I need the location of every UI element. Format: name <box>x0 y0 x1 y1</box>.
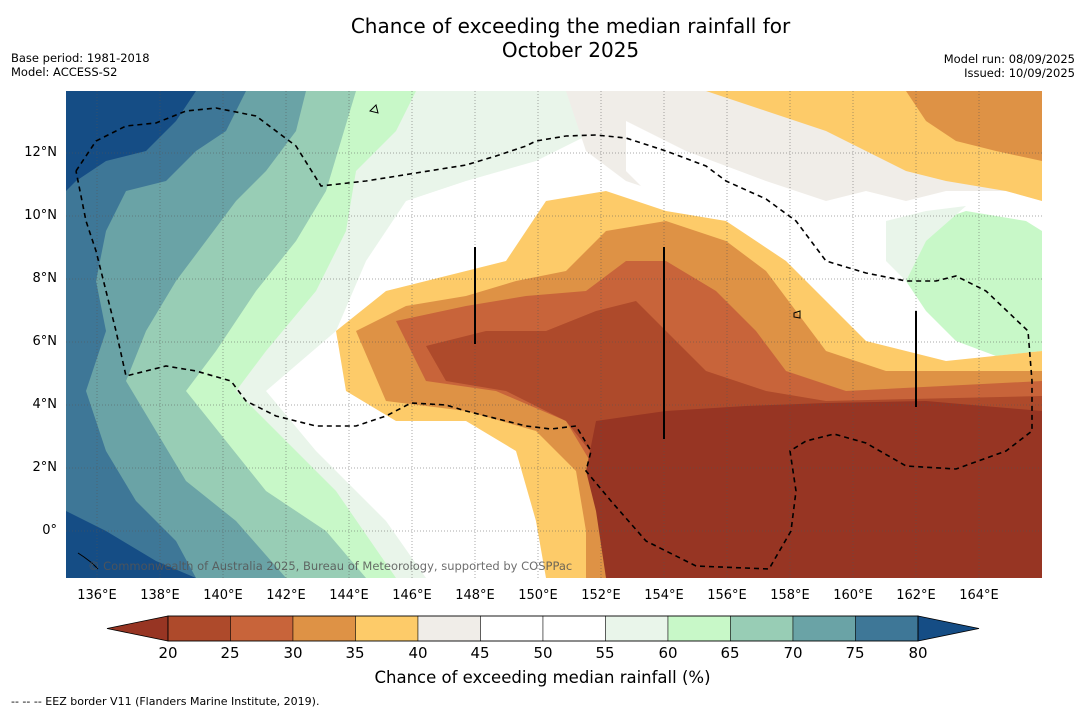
cbar-tick-40: 40 <box>408 644 428 662</box>
lat-label-10n: 10°N <box>24 208 57 223</box>
colorbar-cell <box>292 615 356 642</box>
graticule <box>66 91 1042 578</box>
colorbar-cell <box>792 615 856 642</box>
colorbar-cell <box>605 615 669 642</box>
lon-label-142e: 142°E <box>266 588 306 603</box>
zone-ne-green <box>906 211 1042 356</box>
zone-ne-30-35 <box>906 91 1042 161</box>
model-run: Model run: 08/09/2025 <box>943 52 1075 66</box>
base-period: Base period: 1981-2018 <box>11 51 150 65</box>
colorbar-cell <box>667 615 731 642</box>
lon-label-164e: 164°E <box>959 588 999 603</box>
cbar-tick-80: 80 <box>908 644 928 662</box>
lon-label-162e: 162°E <box>896 588 936 603</box>
zone-80-plus-west <box>66 91 246 578</box>
colorbar-over-arrow <box>917 615 980 642</box>
cbar-tick-50: 50 <box>533 644 553 662</box>
cbar-tick-70: 70 <box>783 644 803 662</box>
zone-under-20 <box>586 401 1042 578</box>
lat-label-2n: 2°N <box>32 460 58 475</box>
rainfall-map: © Commonwealth of Australia 2025, Bureau… <box>66 91 1042 578</box>
colorbar-cell <box>542 615 606 642</box>
cbar-tick-45: 45 <box>470 644 490 662</box>
colorbar-cell <box>355 615 419 642</box>
cbar-tick-25: 25 <box>220 644 240 662</box>
lon-label-152e: 152°E <box>581 588 621 603</box>
colorbar-frame <box>167 615 919 642</box>
cbar-tick-60: 60 <box>658 644 678 662</box>
zone-dark-blue <box>66 91 196 191</box>
lon-label-136e: 136°E <box>77 588 117 603</box>
cbar-tick-75: 75 <box>845 644 865 662</box>
lat-label-12n: 12°N <box>24 145 57 160</box>
colorbar-cell <box>480 615 544 642</box>
cbar-tick-20: 20 <box>158 644 178 662</box>
islands <box>77 104 801 570</box>
colorbar-cells <box>106 615 980 642</box>
lon-label-144e: 144°E <box>329 588 369 603</box>
issued-date: Issued: 10/09/2025 <box>964 66 1075 80</box>
cbar-tick-65: 65 <box>720 644 740 662</box>
model-name: Model: ACCESS-S2 <box>11 65 118 79</box>
colorbar-label: Chance of exceeding median rainfall (%) <box>374 668 711 687</box>
lon-label-140e: 140°E <box>203 588 243 603</box>
lon-label-148e: 148°E <box>455 588 495 603</box>
meta-left: Base period: 1981-2018 Model: ACCESS-S2 <box>11 51 150 79</box>
cbar-tick-30: 30 <box>283 644 303 662</box>
title-line-2: October 2025 <box>501 38 640 62</box>
lon-label-146e: 146°E <box>392 588 432 603</box>
colorbar <box>106 615 980 642</box>
eez-border <box>75 107 1033 570</box>
zone-75-80 <box>66 91 306 578</box>
meta-right: Model run: 08/09/2025 Issued: 10/09/2025 <box>944 52 1075 80</box>
map-credit: © Commonwealth of Australia 2025, Bureau… <box>88 559 573 573</box>
colorbar-under-arrow <box>106 615 169 642</box>
title-line-1: Chance of exceeding the median rainfall … <box>350 14 791 38</box>
colorbar-cell <box>855 615 919 642</box>
colorbar-cell <box>730 615 794 642</box>
zone-ne-green-light <box>886 206 966 281</box>
cbar-tick-35: 35 <box>345 644 365 662</box>
lat-label-8n: 8°N <box>32 271 58 286</box>
cbar-tick-55: 55 <box>595 644 615 662</box>
map-title: Chance of exceeding the median rainfall … <box>0 14 1085 62</box>
lon-label-138e: 138°E <box>140 588 180 603</box>
eez-footnote: -- -- -- EEZ border V11 (Flanders Marine… <box>11 695 320 708</box>
lon-label-160e: 160°E <box>833 588 873 603</box>
map-graphic <box>66 91 1042 578</box>
lat-label-4n: 4°N <box>32 397 58 412</box>
zone-dark-blue-sw <box>66 511 196 578</box>
colorbar-cell <box>230 615 294 642</box>
lon-label-158e: 158°E <box>770 588 810 603</box>
colorbar-cell <box>167 615 231 642</box>
colorbar-cell <box>417 615 481 642</box>
lat-label-6n: 6°N <box>32 334 58 349</box>
lon-label-156e: 156°E <box>707 588 747 603</box>
lon-label-150e: 150°E <box>518 588 558 603</box>
lat-label-0: 0° <box>42 523 57 538</box>
lon-label-154e: 154°E <box>644 588 684 603</box>
